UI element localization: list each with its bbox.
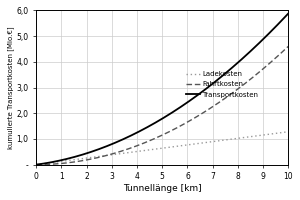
Fahrtkosten [34, 163, 38, 166]
Fahrtkosten [241, 84, 244, 86]
Fahrtkosten [171, 129, 174, 131]
Transportkosten [154, 121, 158, 124]
Legend: Ladekosten, Fahrtkosten, Transportkosten: Ladekosten, Fahrtkosten, Transportkosten [186, 71, 259, 98]
Transportkosten [241, 57, 244, 59]
Transportkosten [280, 19, 284, 21]
Fahrtkosten [280, 51, 284, 53]
Ladekosten [156, 148, 159, 150]
Fahrtkosten [286, 45, 290, 48]
Ladekosten [241, 136, 244, 139]
Transportkosten [184, 102, 188, 104]
Y-axis label: kumulierte Transportkosten [Mio.€]: kumulierte Transportkosten [Mio.€] [7, 26, 14, 149]
Ladekosten [280, 131, 284, 134]
Ladekosten [184, 144, 188, 146]
Line: Fahrtkosten: Fahrtkosten [36, 46, 288, 165]
Transportkosten [171, 111, 174, 113]
Fahrtkosten [156, 136, 159, 138]
Transportkosten [34, 163, 38, 166]
Transportkosten [156, 120, 159, 123]
Fahrtkosten [184, 122, 188, 124]
X-axis label: Tunnellänge [km]: Tunnellänge [km] [123, 184, 202, 193]
Ladekosten [171, 146, 174, 148]
Ladekosten [286, 131, 290, 133]
Ladekosten [34, 163, 38, 166]
Transportkosten [286, 12, 290, 15]
Ladekosten [154, 148, 158, 150]
Line: Ladekosten: Ladekosten [36, 132, 288, 165]
Fahrtkosten [154, 137, 158, 139]
Line: Transportkosten: Transportkosten [36, 14, 288, 165]
